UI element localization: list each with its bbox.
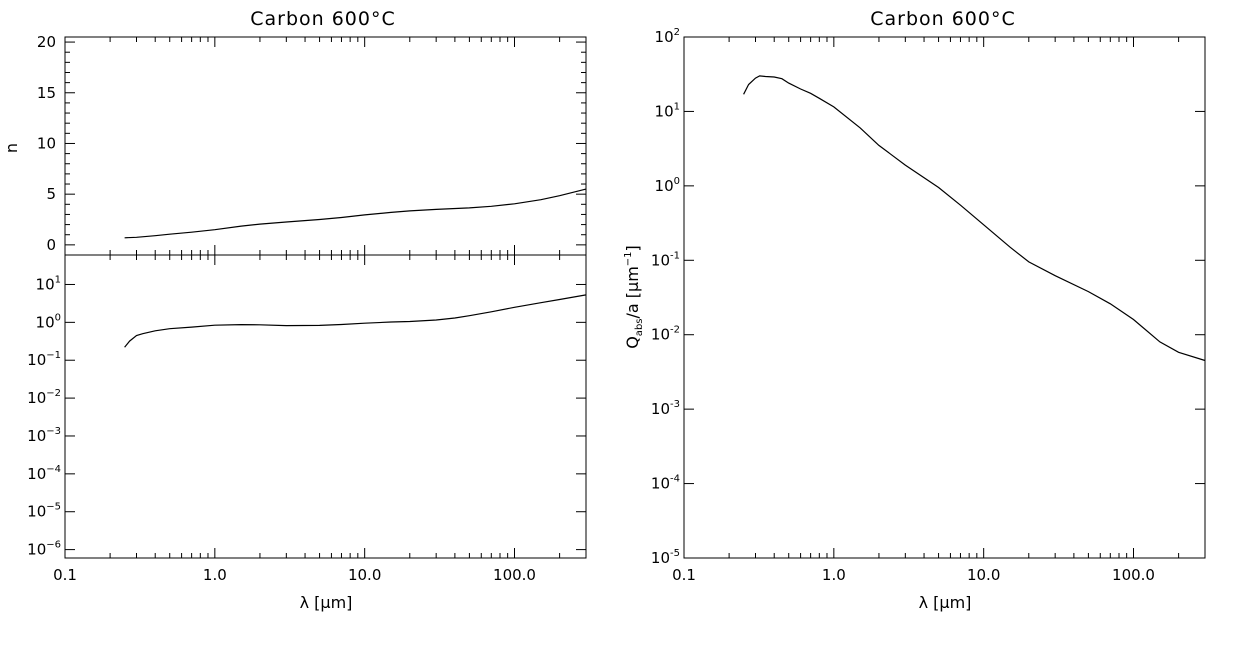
- y-tick-label: 15: [37, 84, 56, 102]
- y-tick-label: 0: [46, 236, 56, 254]
- y-tick-label: 10−3: [27, 426, 61, 445]
- y-tick-label: 10−1: [27, 350, 61, 369]
- left-chart-title: Carbon 600°C: [250, 8, 396, 30]
- y-tick-label: 100: [655, 176, 680, 195]
- bottom-left-panel-frame: [64, 254, 587, 559]
- tick-labels: 0.1 1.0 10.0 100.0 0.1 1.0 10.0 100.0 0 5 10 15 20 10…: [27, 27, 1155, 584]
- top-left-y-axis-label: n: [2, 143, 21, 153]
- x-tick-label: 0.1: [672, 566, 696, 584]
- data-curves: [124, 75, 1206, 362]
- series-line-2-0: [743, 75, 1206, 362]
- x-tick-label: 1.0: [203, 566, 227, 584]
- x-tick-label: 100.0: [1112, 566, 1155, 584]
- y-tick-label: 101: [655, 101, 680, 120]
- x-tick-label: 100.0: [493, 566, 536, 584]
- y-tick-label: 10: [37, 134, 56, 152]
- right-x-axis-label: λ [μm]: [919, 593, 972, 612]
- y-tick-label: 10−2: [27, 388, 61, 407]
- y-tick-label: 10−5: [27, 502, 61, 521]
- right-chart-title: Carbon 600°C: [870, 8, 1016, 30]
- x-tick-label: 10.0: [348, 566, 381, 584]
- y-tick-label: 10−4: [27, 464, 61, 483]
- y-tick-label: 10-2: [651, 325, 680, 344]
- top-left-panel-frame: [64, 36, 587, 256]
- y-tick-label: 101: [36, 274, 61, 293]
- y-tick-label: 10-5: [651, 548, 680, 567]
- series-line-0-0: [124, 188, 587, 239]
- x-tick-label: 0.1: [53, 566, 77, 584]
- y-tick-label: 100: [36, 312, 61, 331]
- x-tick-label: 10.0: [967, 566, 1000, 584]
- y-tick-label: 20: [37, 33, 56, 51]
- series-line-1-0: [124, 294, 587, 348]
- y-tick-label: 5: [46, 185, 56, 203]
- right-y-axis-label: Qabs/a [μm−1]: [623, 245, 645, 349]
- y-tick-label: 102: [655, 27, 680, 46]
- y-tick-label: 10-1: [651, 250, 680, 269]
- right-panel-frame: [683, 36, 1206, 559]
- y-tick-label: 10-4: [651, 474, 680, 493]
- x-tick-label: 1.0: [822, 566, 846, 584]
- tick-marks: [64, 36, 1206, 559]
- y-tick-label: 10-3: [651, 399, 680, 418]
- left-x-axis-label: λ [μm]: [300, 593, 353, 612]
- y-tick-label: 10−6: [27, 540, 61, 559]
